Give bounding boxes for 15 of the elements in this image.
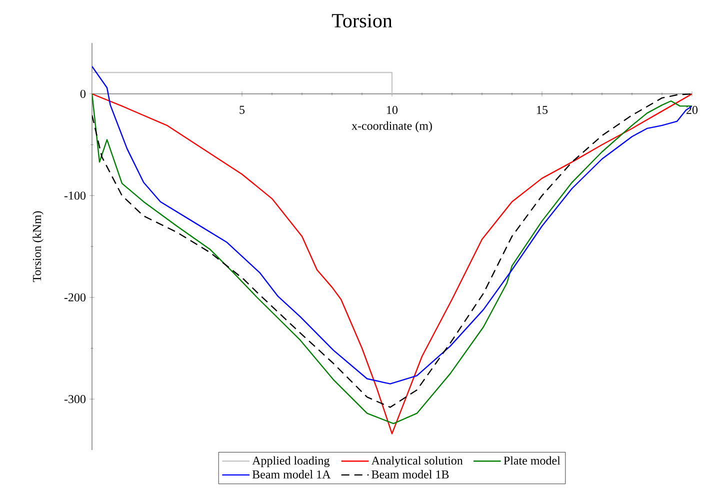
- x-tick-label: 10: [387, 106, 398, 114]
- y-tick-label: -200: [64, 293, 86, 302]
- y-tick-label: 0: [80, 90, 86, 98]
- chart-title: Torsion: [332, 14, 392, 28]
- legend-label: Beam model 1A: [252, 470, 331, 478]
- y-tick-label: -300: [64, 395, 86, 404]
- legend-label: Analytical solution: [371, 456, 463, 468]
- legend-label: Applied loading: [252, 456, 330, 468]
- y-axis-title: Torsion (kNm): [32, 211, 44, 282]
- x-axis-title: x-coordinate (m): [352, 121, 432, 132]
- x-tick-label: 15: [537, 106, 548, 114]
- legend-label: Beam model 1B: [372, 470, 449, 478]
- legend-label: Plate model: [504, 456, 560, 465]
- x-tick-label: 5: [240, 106, 245, 114]
- y-tick-label: -100: [64, 192, 86, 200]
